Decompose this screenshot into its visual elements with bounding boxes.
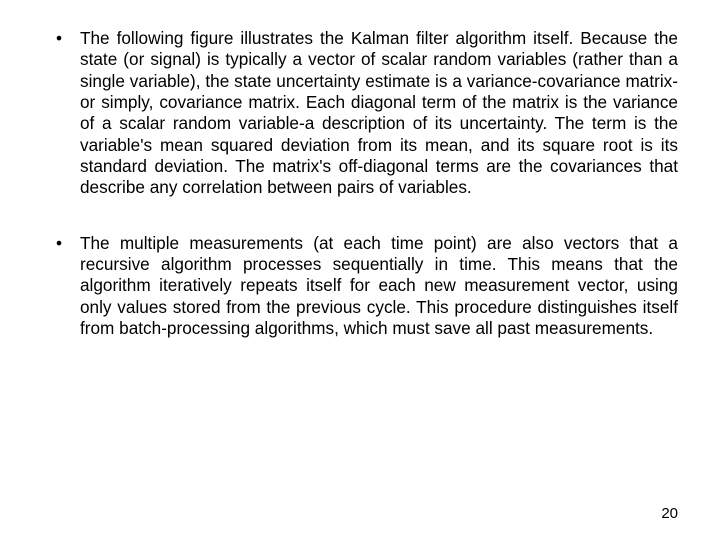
list-item: The following figure illustrates the Kal…	[42, 28, 678, 199]
bullet-text: The following figure illustrates the Kal…	[80, 28, 678, 197]
slide: The following figure illustrates the Kal…	[0, 0, 720, 540]
list-item: The multiple measurements (at each time …	[42, 233, 678, 340]
page-number: 20	[661, 505, 678, 522]
bullet-list: The following figure illustrates the Kal…	[42, 28, 678, 339]
bullet-text: The multiple measurements (at each time …	[80, 233, 678, 338]
